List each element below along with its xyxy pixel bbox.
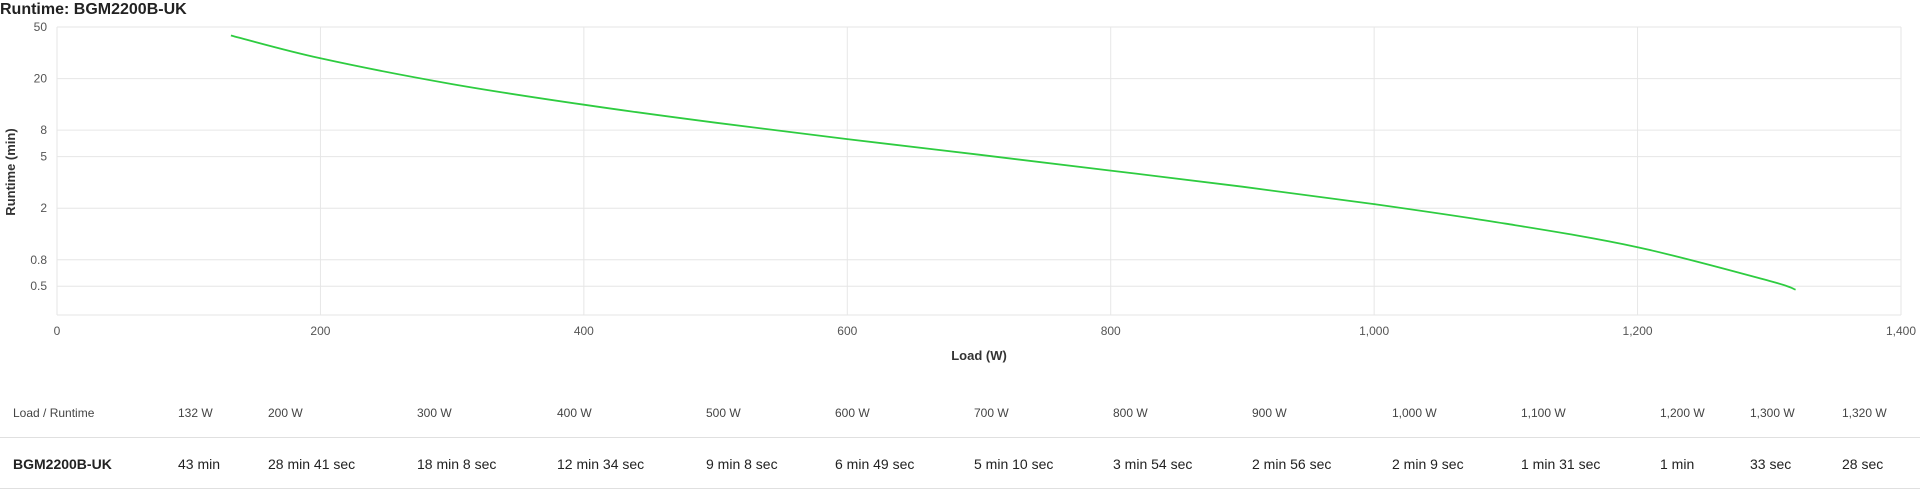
table-header-load: 1,320 W bbox=[1842, 406, 1887, 420]
table-header-load: 132 W bbox=[178, 406, 213, 420]
table-header-load: 1,100 W bbox=[1521, 406, 1566, 420]
table-header-load: 800 W bbox=[1113, 406, 1148, 420]
y-tick-label: 8 bbox=[40, 123, 47, 137]
table-cell-runtime: 28 min 41 sec bbox=[268, 456, 356, 472]
table-cell-runtime: 6 min 49 sec bbox=[835, 456, 915, 472]
table-header-load: 200 W bbox=[268, 406, 303, 420]
table-cell-runtime: 3 min 54 sec bbox=[1113, 456, 1193, 472]
table-header-load: 700 W bbox=[974, 406, 1009, 420]
y-tick-label: 0.8 bbox=[30, 253, 47, 267]
x-tick-label: 200 bbox=[310, 324, 330, 338]
table-cell-runtime: 1 min 31 sec bbox=[1521, 456, 1601, 472]
table-cell-runtime: 2 min 9 sec bbox=[1392, 456, 1464, 472]
x-tick-label: 1,200 bbox=[1623, 324, 1653, 338]
table-cell-runtime: 2 min 56 sec bbox=[1252, 456, 1332, 472]
runtime-table: Load / Runtime 132 W 200 W 300 W 400 W 500 W… bbox=[0, 390, 1920, 489]
table-header-load: 1,200 W bbox=[1660, 406, 1705, 420]
x-axis-label: Load (W) bbox=[951, 348, 1007, 363]
table-header-label: Load / Runtime bbox=[13, 406, 95, 420]
table-header-load: 1,300 W bbox=[1750, 406, 1795, 420]
table-header-load: 300 W bbox=[417, 406, 452, 420]
x-tick-label: 1,400 bbox=[1886, 324, 1916, 338]
table-header-row: Load / Runtime 132 W 200 W 300 W 400 W 500 W… bbox=[0, 390, 1920, 438]
series-line bbox=[230, 34, 1796, 291]
table-header-load: 600 W bbox=[835, 406, 870, 420]
table-header-load: 400 W bbox=[557, 406, 592, 420]
table-header-load: 1,000 W bbox=[1392, 406, 1437, 420]
table-cell-runtime: 12 min 34 sec bbox=[557, 456, 645, 472]
chart-title: Runtime: BGM2200B-UK bbox=[0, 1, 187, 18]
y-tick-label: 20 bbox=[34, 72, 48, 86]
x-tick-label: 400 bbox=[574, 324, 594, 338]
y-tick-label: 50 bbox=[34, 20, 48, 34]
y-axis-label: Runtime (min) bbox=[3, 128, 18, 215]
table-header-load: 500 W bbox=[706, 406, 741, 420]
runtime-chart: 0 200 400 600 800 1,000 1,200 1,400 0.5 0.8 2 5 8 20 5… bbox=[3, 20, 1916, 363]
y-tick-label: 0.5 bbox=[30, 279, 47, 293]
table-cell-runtime: 43 min bbox=[178, 456, 221, 472]
x-tick-label: 800 bbox=[1101, 324, 1121, 338]
x-tick-label: 1,000 bbox=[1359, 324, 1389, 338]
table-cell-runtime: 28 sec bbox=[1842, 456, 1884, 472]
y-tick-label: 5 bbox=[40, 150, 47, 164]
table-row-label: BGM2200B-UK bbox=[13, 456, 112, 472]
grid bbox=[56, 26, 1902, 316]
table-cell-runtime: 9 min 8 sec bbox=[706, 456, 778, 472]
table-cell-runtime: 5 min 10 sec bbox=[974, 456, 1054, 472]
table-cell-runtime: 33 sec bbox=[1750, 456, 1792, 472]
series bbox=[230, 34, 1796, 291]
table-cell-runtime: 1 min bbox=[1660, 456, 1695, 472]
table-cell-runtime: 18 min 8 sec bbox=[417, 456, 497, 472]
table-header-load: 900 W bbox=[1252, 406, 1287, 420]
table-row: BGM2200B-UK 43 min 28 min 41 sec 18 min 8 … bbox=[0, 438, 1920, 489]
axis-ticks: 0 200 400 600 800 1,000 1,200 1,400 0.5 0.8 2 5 8 20 5… bbox=[30, 20, 1916, 338]
y-tick-label: 2 bbox=[40, 201, 47, 215]
x-tick-label: 0 bbox=[54, 324, 61, 338]
x-tick-label: 600 bbox=[837, 324, 857, 338]
